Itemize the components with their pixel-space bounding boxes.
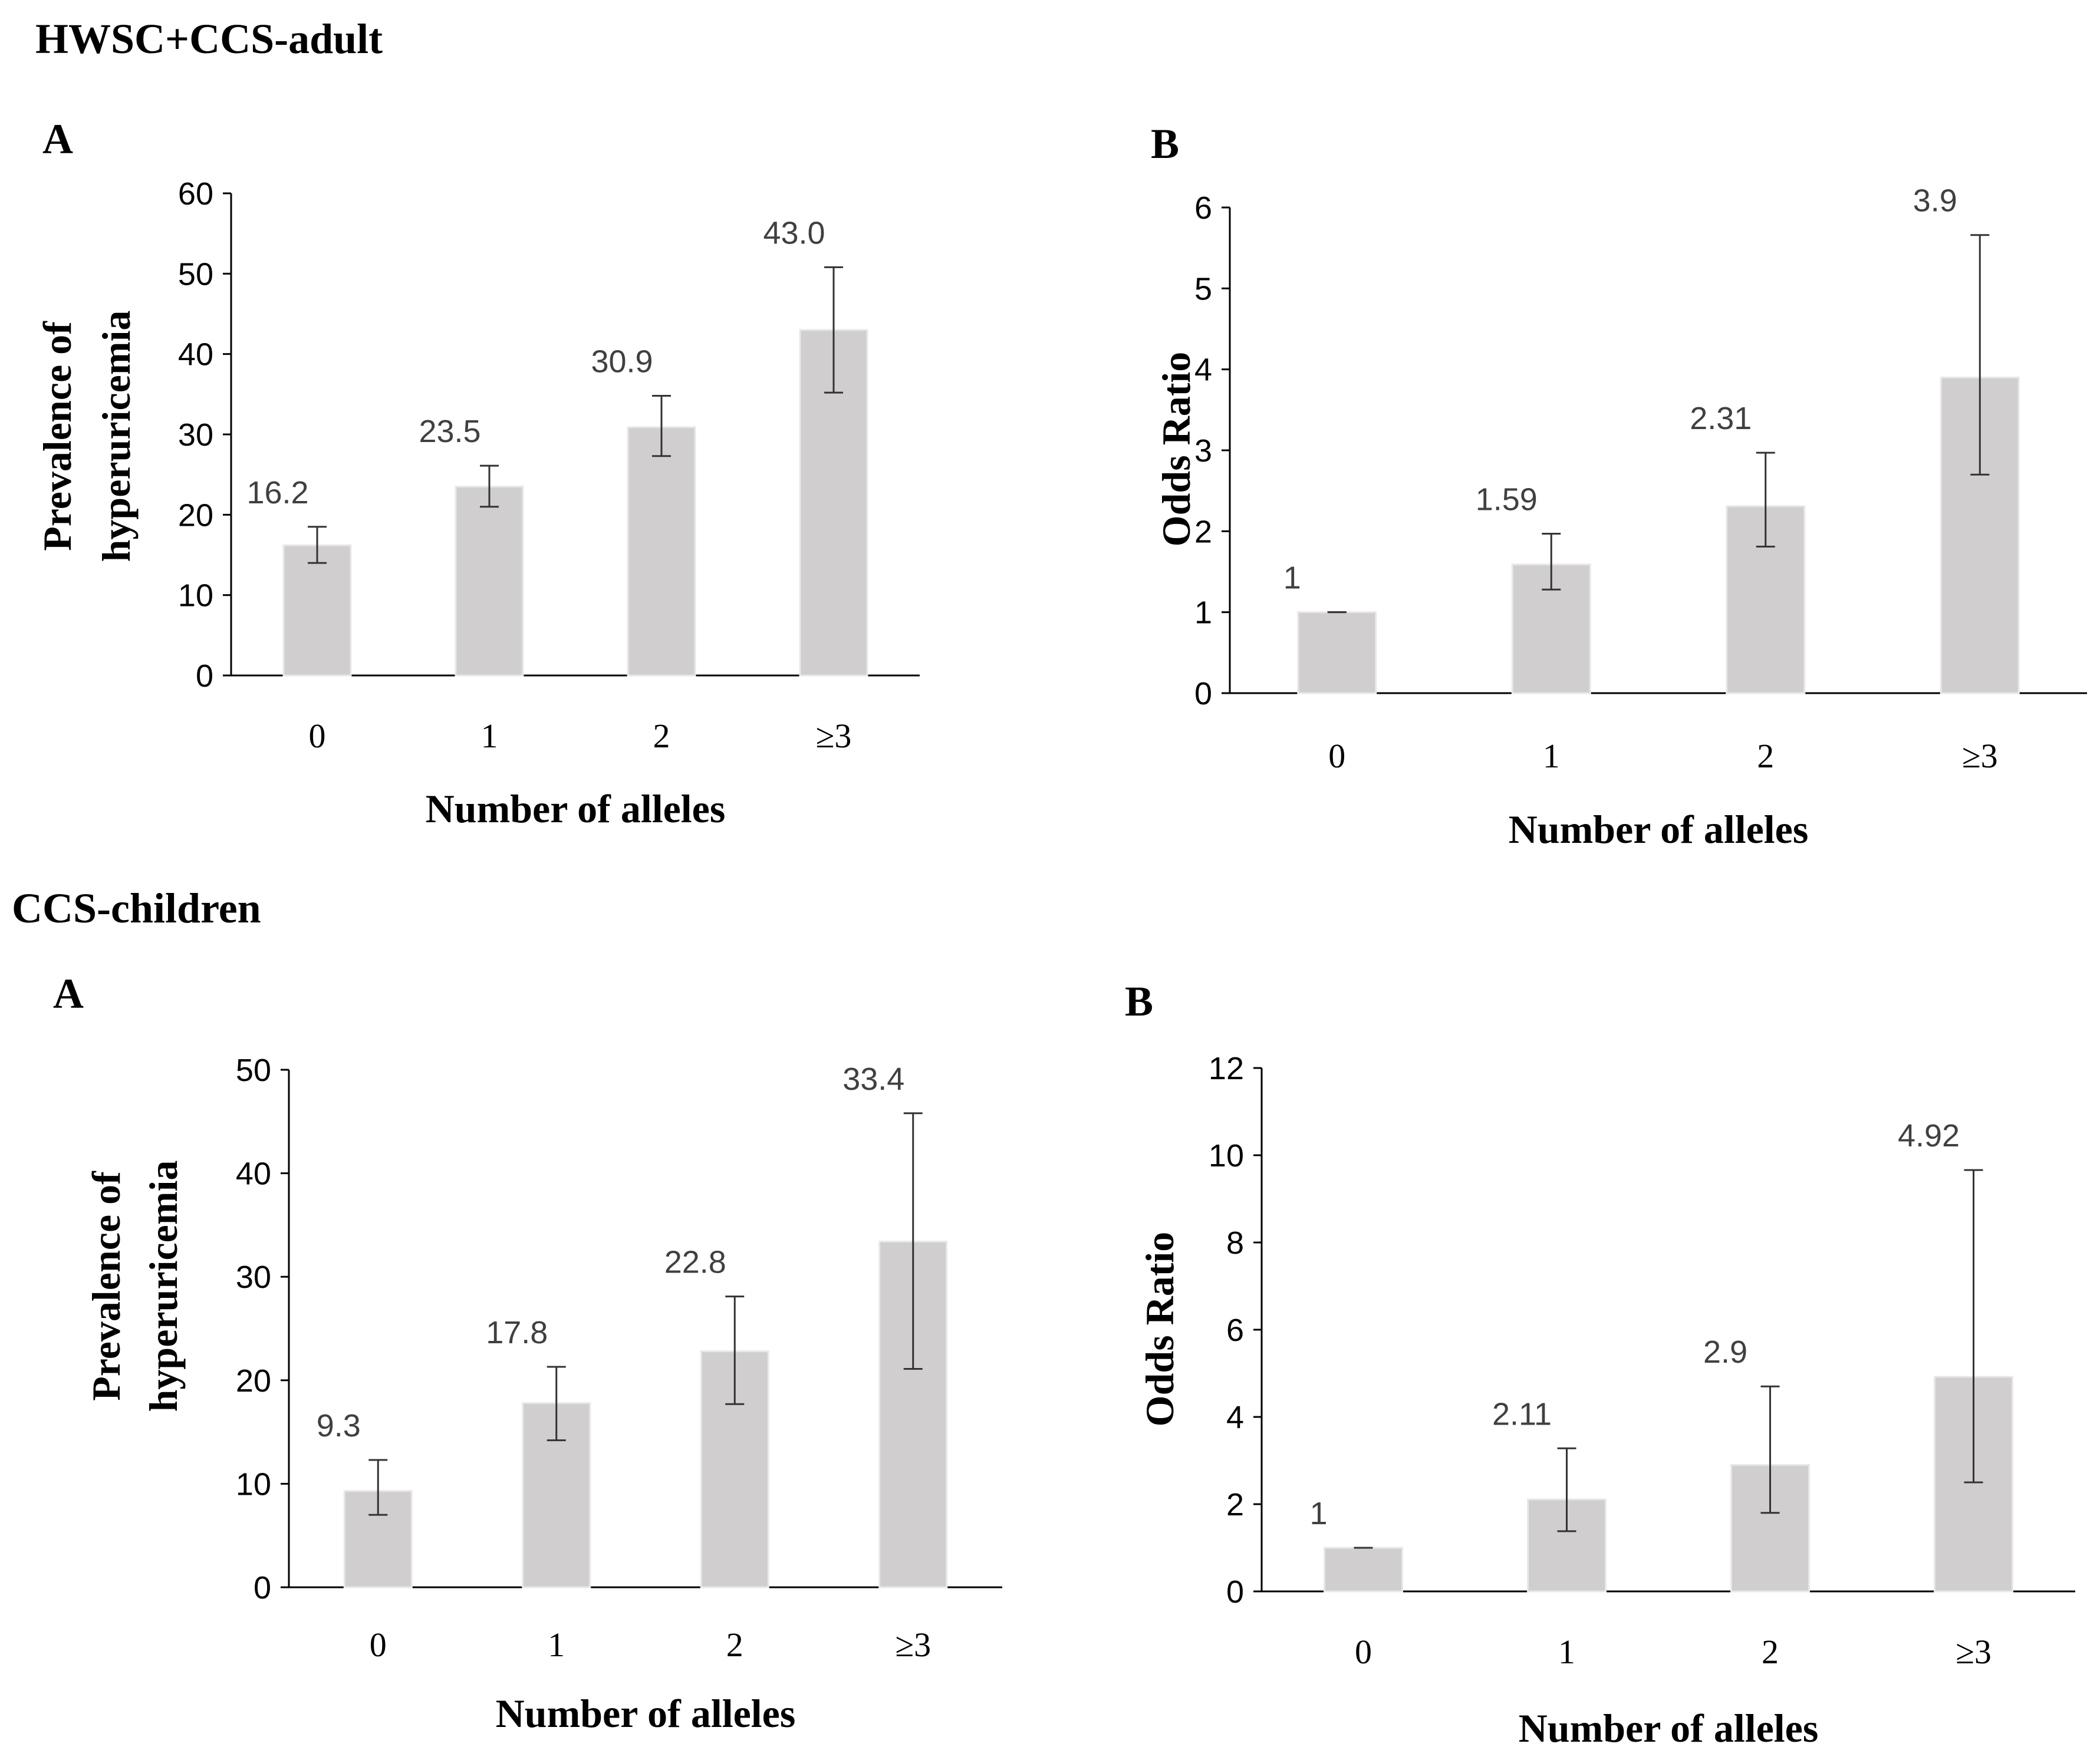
chart-3-category-label: 0: [370, 1626, 387, 1664]
chart-4-data-label: 2.11: [1492, 1396, 1552, 1432]
chart-4-y-tick-label: 8: [1226, 1225, 1244, 1261]
chart-3-y-tick-label: 10: [236, 1466, 271, 1502]
chart-3-data-label: 22.8: [664, 1245, 726, 1280]
chart-4-bar: [1324, 1547, 1403, 1593]
chart-4-y-tick-label: 12: [1209, 1051, 1244, 1086]
chart-1-data-label: 30.9: [591, 344, 653, 380]
chart-2-category-label: 2: [1757, 737, 1774, 775]
chart-3-data-label: 33.4: [842, 1062, 904, 1097]
chart-3-y-tick-label: 0: [254, 1570, 271, 1606]
chart-2-data-label: 2.31: [1690, 401, 1752, 436]
chart-3-x-axis-title: Number of alleles: [496, 1691, 796, 1736]
chart-2-data-label: 3.9: [1913, 183, 1957, 219]
chart-3-data-label: 17.8: [486, 1315, 548, 1350]
chart-2-data-label: 1: [1283, 561, 1301, 596]
chart-3-data-label: 9.3: [317, 1408, 361, 1443]
chart-4-category-label: ≥3: [1956, 1633, 1992, 1671]
chart-4-y-tick-label: 4: [1226, 1400, 1244, 1435]
chart-4-y-axis-title: Odds Ratio: [1137, 1232, 1182, 1427]
chart-3-y-tick-label: 20: [236, 1363, 271, 1399]
chart-2-y-tick-label: 4: [1194, 352, 1212, 388]
chart-1-category-label: 0: [309, 717, 326, 755]
chart-1-y-axis-title: Prevalence of: [35, 321, 80, 551]
chart-4-panel-letter: B: [1125, 978, 1153, 1025]
chart-1-data-label: 43.0: [763, 215, 825, 250]
chart-2-category-label: ≥3: [1962, 737, 1998, 775]
chart-3-y-tick-label: 30: [236, 1260, 271, 1295]
chart-4-y-tick-label: 0: [1226, 1574, 1244, 1610]
chart-2-y-tick-label: 0: [1194, 676, 1212, 711]
chart-1-category-label: ≥3: [816, 717, 852, 755]
chart-1-y-tick-label: 0: [196, 658, 213, 694]
chart-3-category-label: 2: [726, 1626, 743, 1664]
chart-2-y-tick-label: 3: [1194, 433, 1212, 469]
chart-3-y-tick-label: 40: [236, 1156, 271, 1192]
chart-2-y-tick-label: 6: [1194, 190, 1212, 226]
section-title-adult: HWSC+CCS-adult: [35, 15, 383, 62]
chart-1-bar: [282, 544, 352, 677]
chart-1-y-axis-title: hyperuricemia: [94, 311, 139, 562]
chart-2-category-label: 0: [1328, 737, 1345, 775]
chart-1-data-label: 23.5: [419, 414, 480, 449]
chart-4-category-label: 0: [1355, 1633, 1372, 1671]
chart-1-y-tick-label: 40: [178, 337, 213, 373]
chart-1-y-tick-label: 20: [178, 497, 213, 533]
chart-1-data-label: 16.2: [246, 475, 308, 510]
chart-4-y-tick-label: 10: [1209, 1138, 1244, 1174]
chart-3-y-axis-title: hyperuricemia: [141, 1161, 186, 1412]
chart-2-y-axis-title: Odds Ratio: [1154, 352, 1199, 547]
chart-1-bar: [455, 486, 524, 677]
section-title-children: CCS-children: [12, 885, 261, 932]
chart-1-bar: [627, 426, 696, 677]
chart-2-bar: [1297, 611, 1377, 694]
chart-3-category-label: ≥3: [895, 1626, 931, 1664]
chart-3-panel-letter: A: [53, 970, 84, 1017]
chart-1-y-tick-label: 30: [178, 417, 213, 453]
chart-4-category-label: 1: [1558, 1633, 1575, 1671]
chart-4-y-tick-label: 6: [1226, 1313, 1244, 1348]
chart-1-y-tick-label: 50: [178, 256, 213, 292]
chart-3-y-tick-label: 50: [236, 1053, 271, 1088]
chart-2-category-label: 1: [1543, 737, 1560, 775]
chart-4-y-tick-label: 2: [1226, 1487, 1244, 1522]
chart-4-data-label: 4.92: [1898, 1118, 1960, 1153]
chart-4-data-label: 1: [1309, 1496, 1327, 1531]
chart-4-x-axis-title: Number of alleles: [1519, 1706, 1819, 1747]
chart-1-y-tick-label: 60: [178, 176, 213, 212]
chart-3-y-axis-title: Prevalence of: [84, 1171, 129, 1401]
chart-4-data-label: 2.9: [1703, 1334, 1747, 1370]
chart-2-x-axis-title: Number of alleles: [1509, 807, 1809, 852]
chart-1-y-tick-label: 10: [178, 578, 213, 614]
chart-2-y-tick-label: 5: [1194, 271, 1212, 306]
chart-2-y-tick-label: 2: [1194, 514, 1212, 549]
chart-3-category-label: 1: [548, 1626, 565, 1664]
chart-1-category-label: 1: [481, 717, 498, 755]
chart-1-panel-letter: A: [42, 116, 73, 163]
chart-4-category-label: 2: [1762, 1633, 1779, 1671]
chart-2-panel-letter: B: [1151, 120, 1179, 167]
chart-1-x-axis-title: Number of alleles: [426, 786, 726, 831]
chart-2-y-tick-label: 1: [1194, 595, 1212, 631]
chart-2-data-label: 1.59: [1476, 482, 1538, 517]
chart-1-category-label: 2: [653, 717, 670, 755]
